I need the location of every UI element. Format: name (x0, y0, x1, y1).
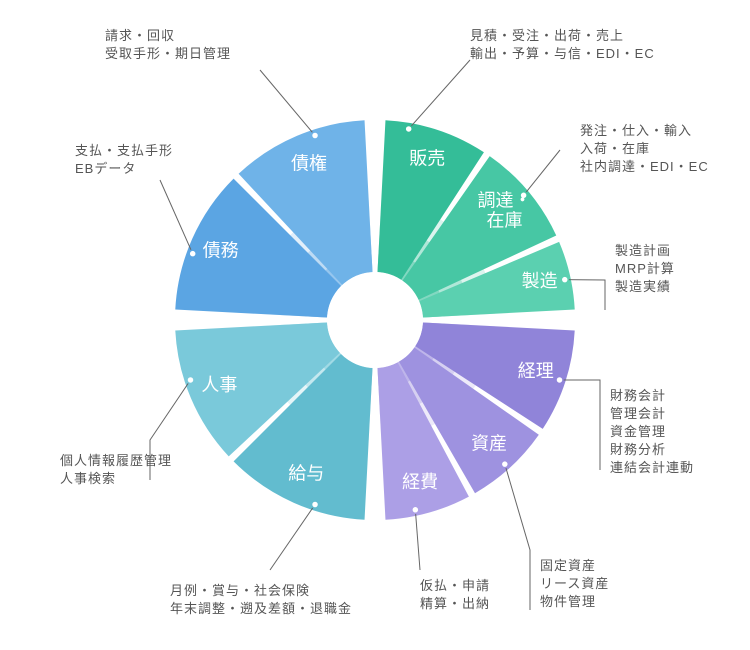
leader-payroll (270, 505, 315, 570)
leader-dot-expense (412, 506, 419, 513)
leader-acct (560, 380, 600, 470)
segment-label-payroll: 給与 (288, 463, 324, 483)
segment-label-credit: 債権 (291, 153, 327, 173)
leader-credit (260, 70, 315, 135)
leader-dot-payroll (312, 501, 319, 508)
leader-sales (409, 60, 470, 129)
leader-dot-debt (189, 250, 196, 257)
leader-dot-hr (187, 376, 194, 383)
leader-dot-mfg (561, 276, 568, 283)
segment-label-expense: 経費 (402, 472, 438, 492)
leader-procure (524, 150, 560, 195)
segment-label-acct: 経理 (518, 361, 554, 381)
outer-label-debt: 支払・支払手形EBデータ (75, 143, 173, 176)
segment-label-debt: 債務 (203, 240, 239, 260)
center-hole (327, 272, 423, 368)
outer-label-mfg: 製造計画MRP計算製造実績 (615, 243, 675, 294)
outer-label-procure: 発注・仕入・輸入入荷・在庫社内調達・EDI・EC (580, 123, 709, 174)
segment-label-mfg: 製造 (522, 271, 558, 291)
leader-debt (160, 180, 193, 254)
leader-asset (505, 464, 530, 610)
outer-label-hr: 個人情報履歴管理人事検索 (60, 453, 172, 486)
segment-label-hr: 人事 (201, 375, 237, 395)
outer-label-acct: 財務会計管理会計資金管理財務分析連結会計連動 (610, 388, 694, 475)
leader-dot-asset (501, 461, 508, 468)
segment-label-asset: 資産 (471, 433, 507, 453)
leader-dot-sales (405, 125, 412, 132)
outer-label-expense: 仮払・申請精算・出納 (420, 578, 490, 611)
leader-dot-credit (312, 132, 319, 139)
outer-label-asset: 固定資産リース資産物件管理 (540, 558, 609, 609)
leader-expense (415, 510, 420, 570)
outer-label-credit: 請求・回収受取手形・期日管理 (105, 28, 231, 61)
leader-dot-acct (556, 376, 563, 383)
segment-label-sales: 販売 (409, 148, 445, 168)
outer-label-sales: 見積・受注・出荷・売上輸出・予算・与信・EDI・EC (470, 28, 655, 61)
outer-label-payroll: 月例・賞与・社会保険年末調整・遡及差額・退職金 (170, 583, 352, 616)
